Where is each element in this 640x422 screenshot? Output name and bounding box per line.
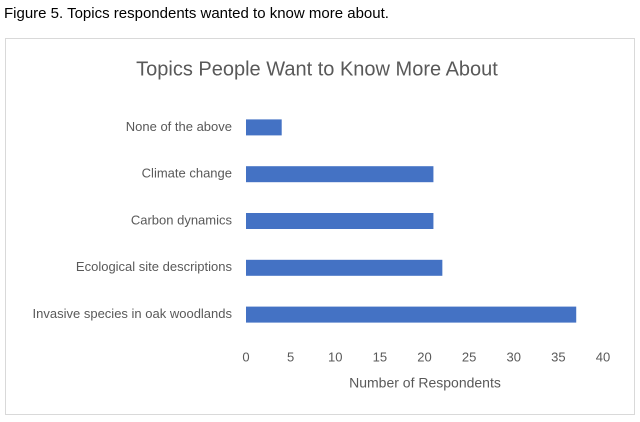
y-tick-label: Invasive species in oak woodlands xyxy=(33,306,233,321)
y-tick-label: None of the above xyxy=(126,119,232,134)
bar xyxy=(246,213,434,229)
figure-caption: Figure 5. Topics respondents wanted to k… xyxy=(4,5,389,22)
x-tick-label: 40 xyxy=(596,349,610,364)
y-tick-label: Carbon dynamics xyxy=(131,212,233,227)
x-tick-label: 35 xyxy=(551,349,565,364)
x-tick-label: 5 xyxy=(287,349,294,364)
y-tick-label: Ecological site descriptions xyxy=(76,259,233,274)
x-axis-label: Number of Respondents xyxy=(349,375,501,391)
bar xyxy=(246,306,577,323)
bar xyxy=(246,259,443,276)
x-tick-label: 10 xyxy=(328,349,342,364)
y-tick-label: Climate change xyxy=(142,166,232,181)
x-tick-label: 20 xyxy=(417,349,431,364)
x-tick-label: 15 xyxy=(373,349,387,364)
x-tick-label: 25 xyxy=(462,349,476,364)
chart-title: Topics People Want to Know More About xyxy=(136,58,498,80)
x-tick-label: 30 xyxy=(507,349,521,364)
bar xyxy=(246,119,282,136)
x-tick-label: 0 xyxy=(242,349,249,364)
bar xyxy=(246,166,434,183)
